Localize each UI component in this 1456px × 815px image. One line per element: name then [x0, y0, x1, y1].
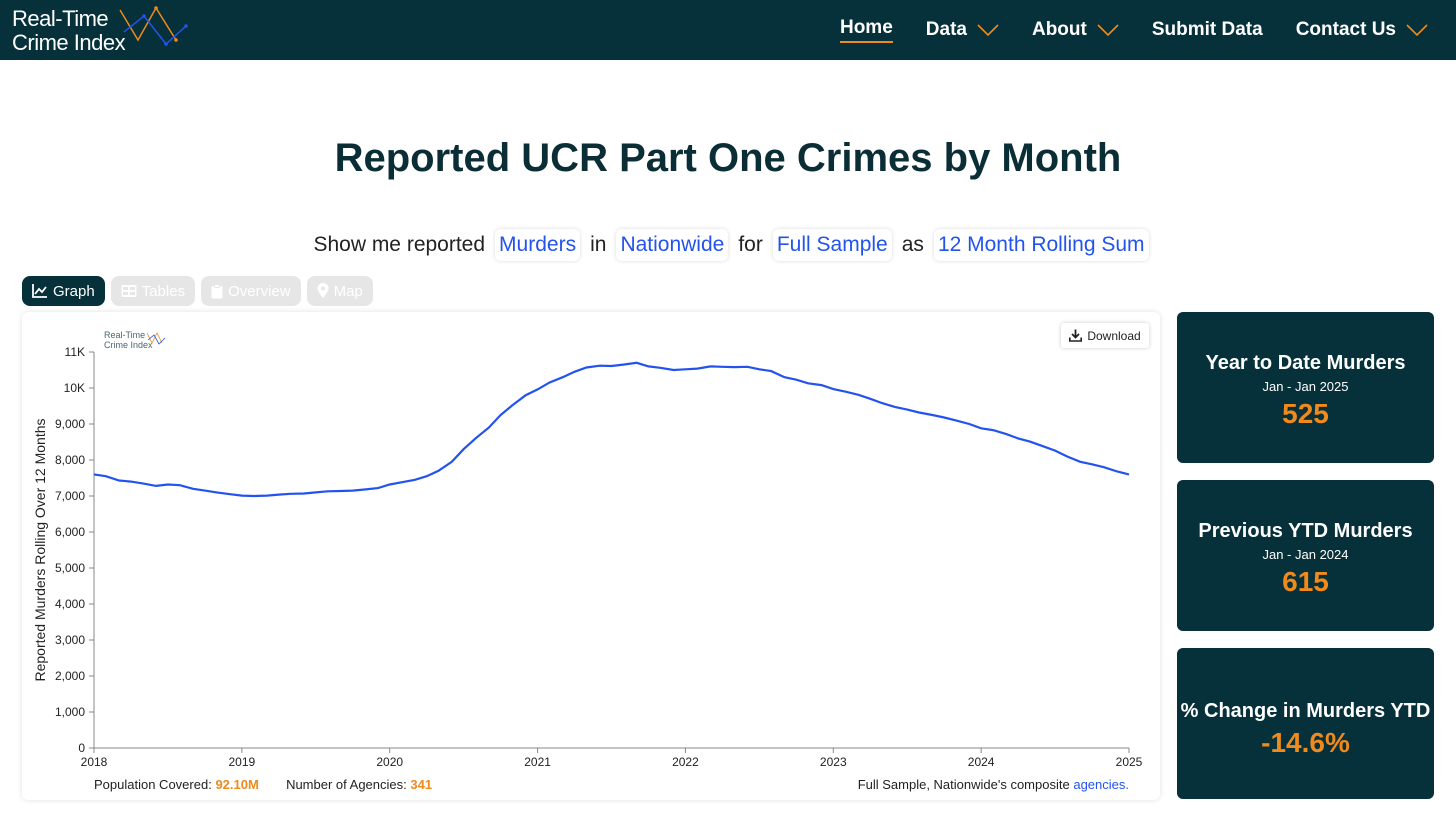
- stat-prev-sub: Jan - Jan 2024: [1262, 547, 1349, 562]
- y-tick-label: 7,000: [55, 489, 85, 503]
- tab-map[interactable]: Map: [306, 276, 373, 306]
- stat-card-previous-ytd: Previous YTD Murders Jan - Jan 2024 615: [1177, 480, 1434, 631]
- region-dropdown[interactable]: Nationwide: [616, 229, 729, 261]
- y-tick-label: 11K: [65, 345, 85, 359]
- sample-dropdown[interactable]: Full Sample: [772, 229, 892, 261]
- y-tick-label: 8,000: [55, 453, 85, 467]
- tab-overview[interactable]: Overview: [201, 276, 301, 306]
- site-logo[interactable]: Real-Time Crime Index: [12, 6, 192, 56]
- table-icon: [121, 285, 137, 297]
- crime-type-dropdown[interactable]: Murders: [495, 229, 581, 261]
- tab-overview-label: Overview: [228, 282, 291, 300]
- y-tick-label: 3,000: [55, 633, 85, 647]
- x-tick-label: 2025: [1116, 755, 1143, 769]
- y-tick-label: 9,000: [55, 417, 85, 431]
- murders-line-chart: 0 1,000 2,000 3,000 4,000 5,000 6,000 7,000 8,00…: [32, 345, 1143, 769]
- stat-prev-label: Previous YTD Murders: [1198, 520, 1413, 542]
- x-axis: 2018 2019 2020 2021 2022 2023 2024 2025: [81, 747, 1143, 769]
- y-tick-label: 2,000: [55, 669, 85, 683]
- nav-submit-data[interactable]: Submit Data: [1152, 0, 1263, 60]
- y-axis-label: Reported Murders Rolling Over 12 Months: [32, 418, 48, 681]
- chart-card: [22, 312, 1160, 800]
- chevron-down-icon: [1097, 24, 1119, 36]
- clipboard-icon: [211, 283, 223, 298]
- nav-about[interactable]: About: [1032, 0, 1119, 60]
- tab-map-label: Map: [333, 282, 363, 300]
- download-button[interactable]: Download: [1061, 323, 1149, 348]
- nav-about-label: About: [1031, 19, 1087, 40]
- mini-logo-line1: Real-Time: [104, 330, 146, 340]
- x-tick-label: 2018: [81, 755, 108, 769]
- stat-ytd-value: 525: [1282, 398, 1329, 429]
- stat-ytd-sub: Jan - Jan 2025: [1262, 379, 1349, 394]
- x-tick-label: 2024: [968, 755, 995, 769]
- coverage-info: Population Covered: 92.10M Number of Age…: [94, 777, 432, 792]
- x-tick-label: 2021: [524, 755, 551, 769]
- nav-data-label: Data: [925, 19, 967, 40]
- logo-graph-icon: [119, 6, 188, 46]
- mini-logo-graph-icon: [146, 332, 166, 345]
- composite-info: Full Sample, Nationwide's composite agen…: [858, 777, 1129, 792]
- tab-graph[interactable]: Graph: [22, 276, 105, 306]
- x-tick-label: 2023: [820, 755, 847, 769]
- page-title: Reported UCR Part One Crimes by Month: [334, 136, 1122, 180]
- download-label: Download: [1087, 328, 1141, 343]
- nav-contact-us[interactable]: Contact Us: [1296, 0, 1428, 60]
- stat-ytd-label: Year to Date Murders: [1205, 352, 1406, 374]
- series-line-murders: [93, 361, 1130, 498]
- population-label: Population Covered:: [94, 777, 212, 792]
- y-axis: 0 1,000 2,000 3,000 4,000 5,000 6,000 7,000 8,00…: [55, 345, 95, 755]
- y-tick-label: 5,000: [55, 561, 85, 575]
- stat-prev-value: 615: [1282, 566, 1329, 597]
- y-tick-label: 0: [78, 741, 85, 755]
- query-selector: Show me reported Murders in Nationwide f…: [0, 229, 1456, 261]
- agencies-count-label: Number of Agencies:: [286, 777, 407, 792]
- agencies-count-value: 341: [410, 777, 433, 792]
- nav-submit-data-label: Submit Data: [1151, 19, 1263, 40]
- x-tick-label: 2019: [229, 755, 256, 769]
- stat-card-pct-change: % Change in Murders YTD -14.6%: [1177, 648, 1434, 799]
- line-chart-icon: [32, 284, 47, 298]
- selector-in: in: [590, 233, 607, 256]
- mini-logo-line2: Crime Index: [104, 340, 153, 350]
- nav-contact-us-label: Contact Us: [1295, 19, 1396, 40]
- stat-card-ytd: Year to Date Murders Jan - Jan 2025 525: [1177, 312, 1434, 463]
- nav-data[interactable]: Data: [926, 0, 999, 60]
- map-pin-icon: [317, 283, 329, 298]
- nav-home-label: Home: [839, 17, 893, 43]
- composite-text: Full Sample, Nationwide's composite: [857, 777, 1070, 792]
- y-tick-label: 10K: [64, 381, 85, 395]
- y-tick-label: 6,000: [55, 525, 85, 539]
- view-tabs: Graph Tables Overview Map: [22, 276, 379, 306]
- logo-line1: Real-Time: [12, 6, 109, 31]
- chart-watermark-logo: Real-Time Crime Index: [104, 330, 166, 350]
- measure-dropdown[interactable]: 12 Month Rolling Sum: [933, 229, 1149, 261]
- chevron-down-icon: [1406, 24, 1428, 36]
- stat-pct-value: -14.6%: [1261, 727, 1350, 758]
- selector-as: as: [901, 233, 924, 256]
- stat-pct-label: % Change in Murders YTD: [1180, 700, 1431, 722]
- x-tick-label: 2022: [672, 755, 699, 769]
- main-menu: Home Data About Submit Data Contact Us: [807, 0, 1428, 60]
- selector-for: for: [738, 233, 763, 256]
- y-tick-label: 1,000: [55, 705, 85, 719]
- chevron-down-icon: [977, 24, 999, 36]
- tab-tables-label: Tables: [141, 282, 186, 300]
- nav-home[interactable]: Home: [839, 0, 893, 60]
- tab-graph-label: Graph: [53, 282, 95, 300]
- x-tick-label: 2020: [376, 755, 403, 769]
- population-value: 92.10M: [215, 777, 259, 792]
- selector-prefix: Show me reported: [313, 233, 486, 256]
- download-icon: [1069, 329, 1083, 342]
- agencies-link[interactable]: agencies.: [1073, 777, 1129, 792]
- logo-line2: Crime Index: [12, 30, 126, 55]
- y-tick-label: 4,000: [55, 597, 85, 611]
- top-navbar: Real-Time Crime Index Home Data About Su…: [0, 0, 1456, 60]
- tab-tables[interactable]: Tables: [110, 276, 196, 306]
